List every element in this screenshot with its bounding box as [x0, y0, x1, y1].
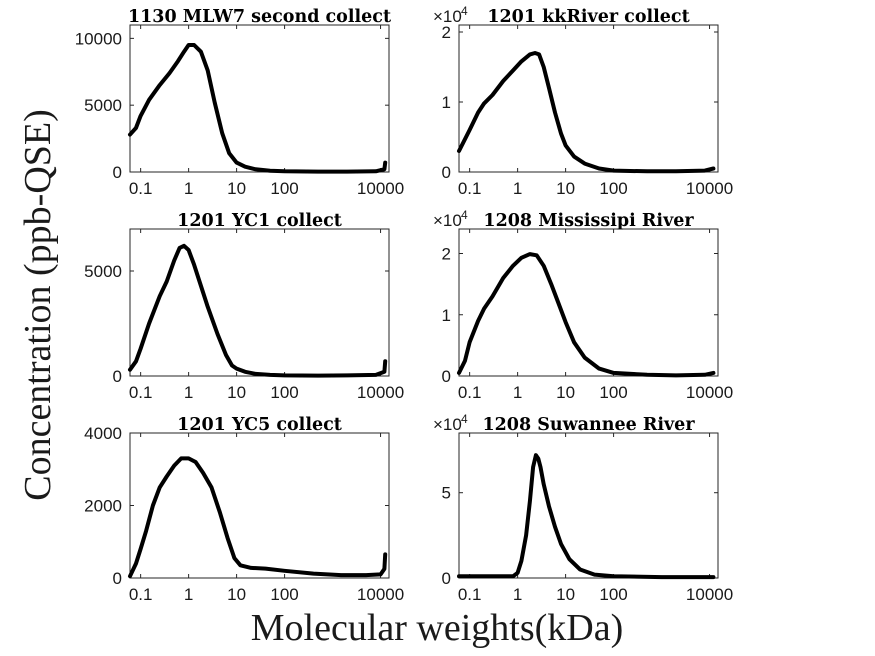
- series-line: [457, 453, 716, 580]
- x-tick-label: 0.1: [129, 383, 153, 402]
- y-tick-label: 4000: [84, 424, 122, 443]
- x-tick-label: 100: [599, 585, 627, 604]
- subplot-2: 0.1 1 10 100 10000 0 1 2×10 4 1201 kkRiver collec…: [433, 4, 733, 198]
- x-tick-label: 1: [513, 585, 522, 604]
- series-line: [128, 243, 388, 378]
- x-tick-label: 0.1: [129, 179, 153, 198]
- y-axis-multiplier: ×10: [433, 211, 462, 230]
- y-axis-multiplier-exponent: 4: [461, 4, 468, 18]
- plot-frame: [458, 24, 719, 173]
- x-tick-label: 10: [556, 179, 575, 198]
- x-tick-label: 100: [599, 179, 627, 198]
- y-tick-label: 2: [442, 245, 451, 264]
- x-tick-label: 100: [270, 383, 298, 402]
- y-tick-label: 5: [442, 484, 451, 503]
- panel-title: 1208 Suwannee River: [482, 415, 695, 435]
- subplot-1: 0.1 1 10 100 10000 0 5000 10000 1130 MLW7 second…: [75, 7, 404, 198]
- y-tick-label: 0: [442, 569, 451, 588]
- panel-title: 1201 YC1 collect: [177, 211, 342, 231]
- series-line: [128, 43, 388, 174]
- x-tick-label: 10000: [686, 383, 733, 402]
- panel-title: 1201 YC5 collect: [177, 415, 342, 435]
- y-tick-label: 0: [113, 569, 122, 588]
- x-tick-label: 10000: [357, 585, 404, 604]
- x-tick-label: 10: [556, 383, 575, 402]
- y-tick-label: 5000: [84, 96, 122, 115]
- x-tick-label: 10: [556, 585, 575, 604]
- panel-title: 1130 MLW7 second collect: [128, 7, 391, 27]
- x-tick-label: 10: [227, 179, 246, 198]
- y-axis-multiplier: ×10: [433, 415, 462, 434]
- x-tick-label: 10000: [686, 179, 733, 198]
- y-tick-label: 1: [442, 306, 451, 325]
- series-line: [457, 51, 716, 174]
- y-tick-label: 1: [442, 93, 451, 112]
- x-tick-label: 10000: [357, 383, 404, 402]
- plot-frame: [129, 228, 390, 377]
- x-tick-label: 10: [227, 585, 246, 604]
- x-tick-label: 0.1: [458, 383, 482, 402]
- y-axis-multiplier-exponent: 4: [461, 208, 468, 222]
- x-tick-label: 1: [184, 585, 193, 604]
- plot-frame: [129, 24, 390, 173]
- x-tick-label: 1: [513, 383, 522, 402]
- y-axis-multiplier: ×10: [433, 7, 462, 26]
- y-tick-label: 2000: [84, 497, 122, 516]
- subplot-6: 0.1 1 10 100 10000 0 5 ×10 4 1208 Suwannee River: [433, 412, 733, 604]
- series-line: [128, 456, 388, 579]
- x-tick-label: 0.1: [458, 585, 482, 604]
- x-tick-label: 1: [513, 179, 522, 198]
- x-tick-label: 10000: [357, 179, 404, 198]
- subplot-3: 0.1 1 10 100 10000 0 5000 1201 YC1 collect: [84, 211, 404, 402]
- plot-frame: [458, 432, 719, 579]
- figure-y-axis-label: Concentration (ppb-QSE): [17, 109, 59, 501]
- y-tick-label: 0: [442, 367, 451, 386]
- figure-x-axis-label: Molecular weights(kDa): [251, 607, 624, 649]
- plot-frame: [129, 432, 390, 579]
- x-tick-label: 100: [270, 179, 298, 198]
- x-tick-label: 100: [599, 383, 627, 402]
- y-tick-label: 0: [442, 163, 451, 182]
- y-tick-label: 0: [113, 367, 122, 386]
- panel-title: 1201 kkRiver collect: [487, 7, 689, 27]
- y-axis-multiplier-exponent: 4: [461, 412, 468, 426]
- x-tick-label: 0.1: [129, 585, 153, 604]
- subplot-5: 0.1 1 10 100 10000 0 2000 4000 1201 YC5 collect: [84, 415, 404, 604]
- y-tick-label: 0: [113, 163, 122, 182]
- x-tick-label: 1: [184, 383, 193, 402]
- subplot-4: 0.1 1 10 100 10000 0 1 2 ×10 4 1208 Mississipi Riv…: [433, 208, 733, 402]
- x-tick-label: 10000: [686, 585, 733, 604]
- y-tick-label: 5000: [84, 262, 122, 281]
- panel-title: 1208 Mississipi River: [483, 211, 694, 231]
- x-tick-label: 1: [184, 179, 193, 198]
- x-tick-label: 100: [270, 585, 298, 604]
- x-tick-label: 10: [227, 383, 246, 402]
- series-line: [457, 252, 716, 378]
- x-tick-label: 0.1: [458, 179, 482, 198]
- y-tick-label: 10000: [75, 29, 122, 48]
- plot-frame: [458, 228, 719, 377]
- y-tick-label: 2: [442, 23, 451, 42]
